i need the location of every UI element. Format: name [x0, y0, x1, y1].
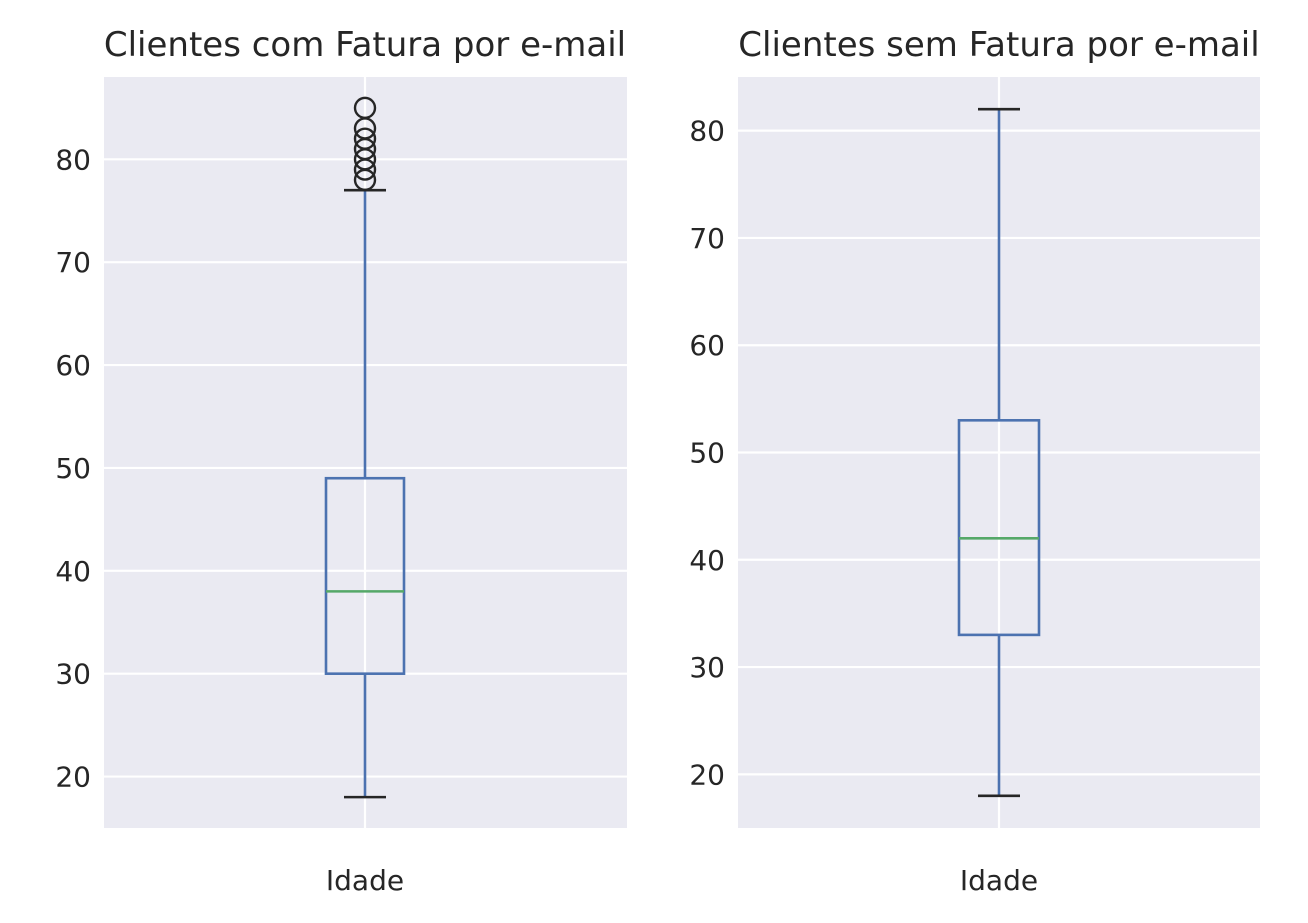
right-y-tick-label: 30: [689, 651, 725, 684]
left-chart-title: Clientes com Fatura por e-mail: [104, 25, 626, 65]
right-x-tick-labels: Idade: [960, 864, 1038, 897]
right-chart-title: Clientes sem Fatura por e-mail: [738, 25, 1259, 65]
left-box-marks: [324, 96, 406, 799]
left-outlier-point: [353, 127, 377, 150]
left-iqr-box: [324, 476, 406, 675]
left-y-tick-label: 70: [55, 246, 91, 279]
right-box-marks: [957, 107, 1041, 798]
right-y-tick-label: 20: [689, 758, 725, 791]
left-y-tick-label: 40: [55, 555, 91, 588]
left-chart-panel: 20 30 40 50 60 70 80 Idade Clientes com Fatura…: [55, 25, 627, 897]
left-x-tick-label: Idade: [326, 864, 404, 897]
left-y-tick-labels: 20 30 40 50 60 70 80: [55, 143, 91, 793]
right-chart-panel: 20 30 40 50 60 70 80 Idade Clientes sem Fatura…: [689, 25, 1260, 897]
right-iqr-box: [957, 419, 1041, 637]
right-y-tick-label: 40: [689, 544, 725, 577]
left-x-tick-labels: Idade: [326, 864, 404, 897]
left-y-tick-label: 50: [55, 452, 91, 485]
left-y-tick-label: 20: [55, 761, 91, 794]
right-y-tick-label: 50: [689, 437, 725, 470]
right-x-tick-label: Idade: [960, 864, 1038, 897]
left-y-tick-label: 60: [55, 349, 91, 382]
left-y-tick-label: 30: [55, 658, 91, 691]
right-y-tick-labels: 20 30 40 50 60 70 80: [689, 115, 725, 792]
right-y-tick-label: 60: [689, 329, 725, 362]
left-outlier-point: [353, 96, 377, 120]
left-y-tick-label: 80: [55, 143, 91, 176]
right-y-tick-label: 80: [689, 115, 725, 148]
right-y-tick-label: 70: [689, 222, 725, 255]
